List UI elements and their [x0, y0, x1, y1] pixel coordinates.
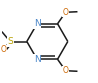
Text: N: N	[34, 19, 40, 28]
Text: O: O	[63, 66, 69, 75]
Text: O: O	[63, 8, 69, 17]
Text: S: S	[7, 37, 13, 46]
Text: O: O	[0, 45, 6, 54]
Text: N: N	[34, 55, 40, 64]
